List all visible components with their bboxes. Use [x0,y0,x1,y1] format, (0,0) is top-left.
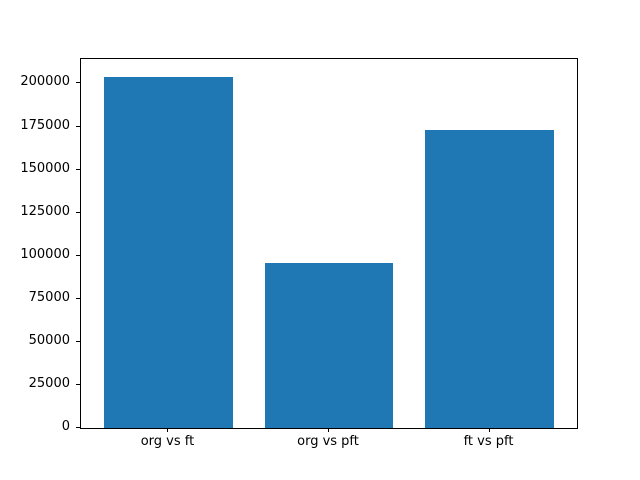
y-tick-label: 200000 [20,74,70,90]
y-tick-label: 125000 [20,203,70,219]
y-tick-label: 75000 [28,289,70,305]
x-tick-label: ft vs pft [463,434,514,449]
y-tick-label: 175000 [20,117,70,133]
x-tick-mark [167,428,169,432]
plot-area [80,58,578,429]
x-tick-label: org vs ft [140,434,195,449]
y-tick-label: 0 [61,419,70,434]
y-tick-label: 50000 [28,332,70,348]
y-tick-mark [76,297,80,299]
y-tick-mark [76,211,80,213]
y-tick-mark [76,168,80,170]
x-tick-label: org vs pft [297,434,359,449]
y-tick-mark [76,340,80,342]
bar-ft-vs-pft [425,130,554,428]
y-tick-mark [76,254,80,256]
y-tick-mark [76,383,80,385]
y-tick-label: 150000 [20,160,70,176]
bar-org-vs-pft [264,263,394,428]
y-tick-label: 25000 [28,375,70,391]
y-tick-mark [76,427,80,428]
x-tick-mark [488,428,490,432]
y-tick-label: 100000 [20,246,70,262]
bar-org-vs-ft [104,76,233,428]
y-tick-mark [76,125,80,127]
y-tick-mark [76,82,80,84]
x-tick-mark [328,428,329,432]
